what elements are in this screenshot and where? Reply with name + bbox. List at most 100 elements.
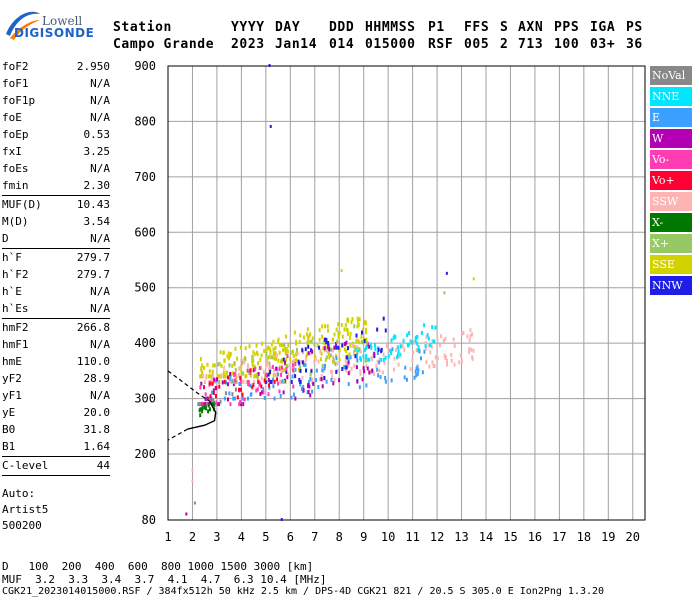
scatter-point — [255, 350, 258, 355]
scatter-point — [248, 370, 251, 375]
scatter-point — [427, 336, 430, 341]
logo-digisonde: DIGISONDE — [14, 26, 95, 40]
scatter-point — [254, 373, 257, 378]
scatter-point — [199, 385, 202, 390]
scatter-point — [240, 358, 243, 363]
param-label: MUF(D) — [2, 198, 42, 211]
scatter-point — [191, 479, 194, 483]
scatter-point — [438, 343, 441, 348]
scatter-point — [305, 368, 308, 373]
scatter-point — [267, 378, 270, 383]
scatter-point — [291, 360, 294, 365]
param-row: hmE 110.0 — [2, 353, 110, 370]
scatter-point — [356, 345, 359, 350]
scatter-point — [382, 352, 385, 357]
scatter-point — [234, 387, 237, 392]
param-row: M(D) 3.54 — [2, 213, 110, 230]
scatter-point — [248, 344, 251, 349]
scatter-point — [285, 357, 288, 362]
scatter-point — [263, 349, 266, 354]
scatter-point — [274, 373, 277, 378]
scatter-point — [470, 347, 473, 352]
param-value: 3.25 — [83, 145, 111, 158]
scatter-point — [231, 363, 234, 368]
scatter-point — [212, 363, 215, 368]
scatter-point — [238, 402, 241, 407]
scatter-point — [212, 388, 215, 393]
scatter-point — [410, 339, 413, 344]
scatter-point — [251, 385, 254, 390]
scatter-point — [273, 368, 276, 373]
scatter-point — [326, 324, 329, 329]
scatter-point — [199, 413, 202, 418]
scatter-point — [428, 364, 431, 369]
scatter-point — [201, 406, 204, 411]
scatter-point — [353, 349, 356, 354]
scatter-point — [335, 345, 338, 350]
scatter-point — [199, 357, 202, 362]
scatter-point — [468, 347, 471, 352]
scatter-point — [299, 359, 302, 364]
param-value: 2.950 — [76, 60, 110, 73]
scatter-point — [286, 364, 289, 369]
scatter-point — [270, 342, 273, 347]
legend-entry: X- — [650, 213, 692, 232]
scatter-point — [243, 360, 246, 365]
scatter-point — [344, 354, 347, 359]
digisonde-logo-swoosh — [6, 11, 40, 40]
scatter-point — [223, 374, 226, 379]
param-value: N/A — [90, 111, 110, 124]
header-label-axn: AXN — [518, 20, 544, 35]
scatter-point — [257, 372, 260, 377]
scatter-point — [219, 350, 222, 355]
scatter-point — [406, 333, 409, 338]
scatter-point — [241, 358, 244, 363]
scatter-point — [207, 409, 210, 414]
scatter-point — [323, 375, 326, 380]
scatter-point — [338, 348, 341, 353]
scatter-point — [250, 392, 253, 397]
scatter-point — [210, 374, 213, 379]
footer-d-label: D — [2, 560, 9, 573]
scatter-point — [311, 349, 314, 354]
param-row: h`F 279.7 — [2, 249, 110, 266]
scatter-point — [241, 392, 244, 397]
scatter-point — [349, 355, 352, 360]
scatter-point — [321, 384, 324, 389]
scatter-point — [345, 340, 348, 345]
scatter-point — [248, 379, 251, 384]
scatter-point — [249, 368, 252, 373]
scatter-point — [255, 388, 258, 393]
scatter-point — [347, 371, 350, 376]
scatter-point — [376, 359, 379, 364]
scatter-point — [397, 354, 400, 359]
scatter-point — [309, 377, 312, 382]
scatter-point — [253, 374, 256, 379]
scatter-point — [325, 355, 328, 360]
scatter-point — [228, 391, 231, 396]
footer-muf-row: MUF 3.2 3.3 3.4 3.7 4.1 4.7 6.3 10.4 [MH… — [2, 573, 327, 586]
scatter-point — [277, 340, 280, 345]
scatter-point — [323, 324, 326, 329]
scatter-point — [343, 364, 346, 369]
scatter-point — [331, 337, 334, 342]
scatter-point — [307, 389, 310, 394]
scatter-point — [363, 369, 366, 374]
scatter-point — [360, 330, 363, 335]
scatter-point — [317, 385, 320, 390]
scatter-point — [221, 380, 224, 385]
scatter-point — [325, 347, 328, 352]
scatter-point — [388, 348, 391, 353]
scatter-point — [318, 345, 321, 350]
scatter-point — [266, 345, 269, 350]
scatter-point — [311, 389, 314, 394]
scatter-point — [234, 378, 237, 383]
scatter-point — [318, 328, 321, 333]
scatter-point — [249, 373, 252, 378]
scatter-point — [434, 355, 437, 360]
scatter-point — [384, 379, 387, 384]
scatter-point — [234, 367, 237, 372]
scatter-point — [252, 364, 255, 369]
scatter-point — [367, 357, 370, 362]
scatter-point — [319, 357, 322, 362]
